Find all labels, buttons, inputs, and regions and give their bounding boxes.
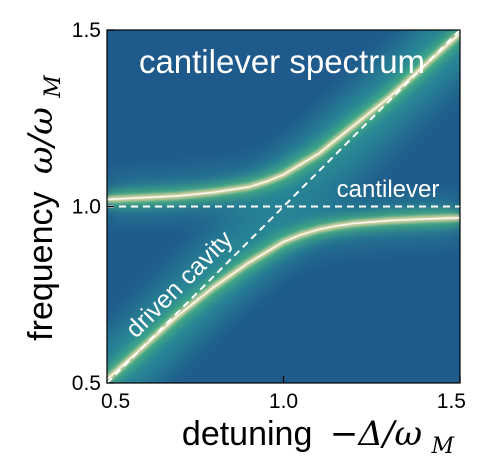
branch-core — [107, 32, 460, 201]
branch-1 — [107, 30, 460, 217]
y-axis-label: frequency ω/ω M — [21, 75, 66, 341]
branch-2 — [107, 200, 460, 383]
x-axis-label-text: detuning — [182, 415, 312, 453]
x-tick-label: 0.5 — [101, 390, 130, 413]
y-tick-label: 0.5 — [72, 372, 101, 395]
y-axis-ticks: 0.5 1.0 1.5 — [72, 19, 114, 395]
x-axis-label-subscript: M — [431, 434, 455, 459]
y-tick-label: 1.5 — [72, 19, 101, 42]
x-tick-label: 1.5 — [437, 390, 466, 413]
y-axis-label-text: frequency — [22, 192, 60, 341]
branch-core — [107, 217, 460, 381]
cantilever-label: cantilever — [337, 176, 440, 203]
reference-lines — [107, 30, 460, 383]
x-axis-label: detuning −Δ/ω M — [182, 414, 455, 459]
x-axis-ticks: 0.5 1.0 1.5 — [101, 376, 466, 413]
heatmap-area — [107, 30, 460, 383]
y-axis-label-subscript: M — [41, 75, 66, 99]
y-tick-label: 1.0 — [72, 196, 101, 219]
y-axis-label-math: ω/ω — [21, 107, 61, 174]
chart-title: cantilever spectrum — [139, 43, 425, 80]
spectral-branches — [107, 30, 460, 383]
x-tick-label: 1.0 — [269, 390, 298, 413]
x-axis-label-math: −Δ/ω — [330, 414, 422, 454]
